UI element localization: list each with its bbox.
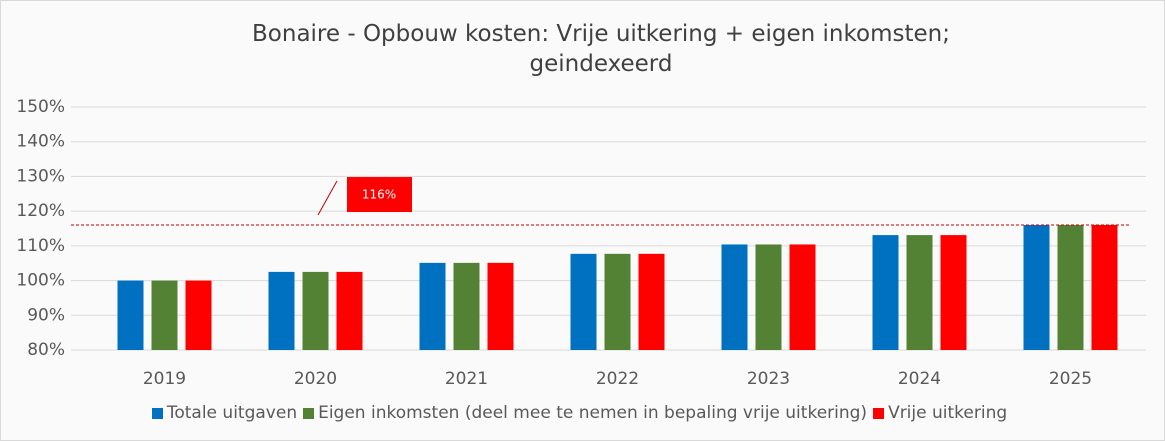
legend-item: Totale uitgaven: [151, 403, 298, 423]
y-tick-label: 100%: [16, 271, 65, 291]
bar: [1023, 225, 1050, 350]
legend-swatch: [151, 407, 163, 419]
bar: [336, 271, 363, 350]
bar: [185, 280, 212, 350]
bar: [1057, 225, 1084, 350]
x-tick-label: 2020: [294, 369, 337, 389]
callout-box: [347, 177, 412, 213]
callout-label: 116%: [362, 188, 396, 202]
legend-label: Vrije uitkering: [888, 403, 1008, 423]
legend-swatch: [873, 407, 885, 419]
y-tick-label: 90%: [27, 305, 65, 325]
legend: Totale uitgaven Eigen inkomsten (deel mee…: [1, 403, 1164, 423]
y-tick-label: 120%: [16, 201, 65, 221]
y-tick-label: 150%: [16, 97, 65, 117]
bar: [453, 262, 480, 350]
bar: [268, 271, 295, 350]
bar: [570, 253, 597, 350]
legend-item: Eigen inkomsten (deel mee te nemen in be…: [303, 403, 867, 423]
callout-leader: [317, 180, 338, 216]
x-tick-label: 2024: [898, 369, 941, 389]
bar: [940, 235, 967, 350]
x-tick-label: 2021: [445, 369, 488, 389]
bar: [117, 280, 144, 350]
bar: [789, 244, 816, 350]
bar: [1091, 225, 1118, 350]
bar: [906, 235, 933, 350]
bar: [151, 280, 178, 350]
legend-label: Totale uitgaven: [166, 403, 298, 423]
bar: [721, 244, 748, 350]
bar: [872, 235, 899, 350]
legend-swatch: [303, 407, 315, 419]
chart-title: Bonaire - Opbouw kosten: Vrije uitkering…: [252, 21, 950, 77]
bar: [419, 262, 446, 350]
legend-label: Eigen inkomsten (deel mee te nemen in be…: [318, 403, 868, 423]
x-tick-label: 2019: [143, 369, 186, 389]
bar: [604, 253, 631, 350]
x-tick-label: 2023: [747, 369, 790, 389]
x-tick-label: 2025: [1049, 369, 1092, 389]
bar: [302, 271, 329, 350]
y-tick-label: 140%: [16, 132, 65, 152]
y-tick-label: 130%: [16, 166, 65, 186]
bar: [638, 253, 665, 350]
bar: [487, 262, 514, 350]
y-tick-label: 80%: [27, 340, 65, 360]
x-tick-label: 2022: [596, 369, 639, 389]
y-tick-label: 110%: [16, 236, 65, 256]
bar: [755, 244, 782, 350]
legend-item: Vrije uitkering: [873, 403, 1007, 423]
